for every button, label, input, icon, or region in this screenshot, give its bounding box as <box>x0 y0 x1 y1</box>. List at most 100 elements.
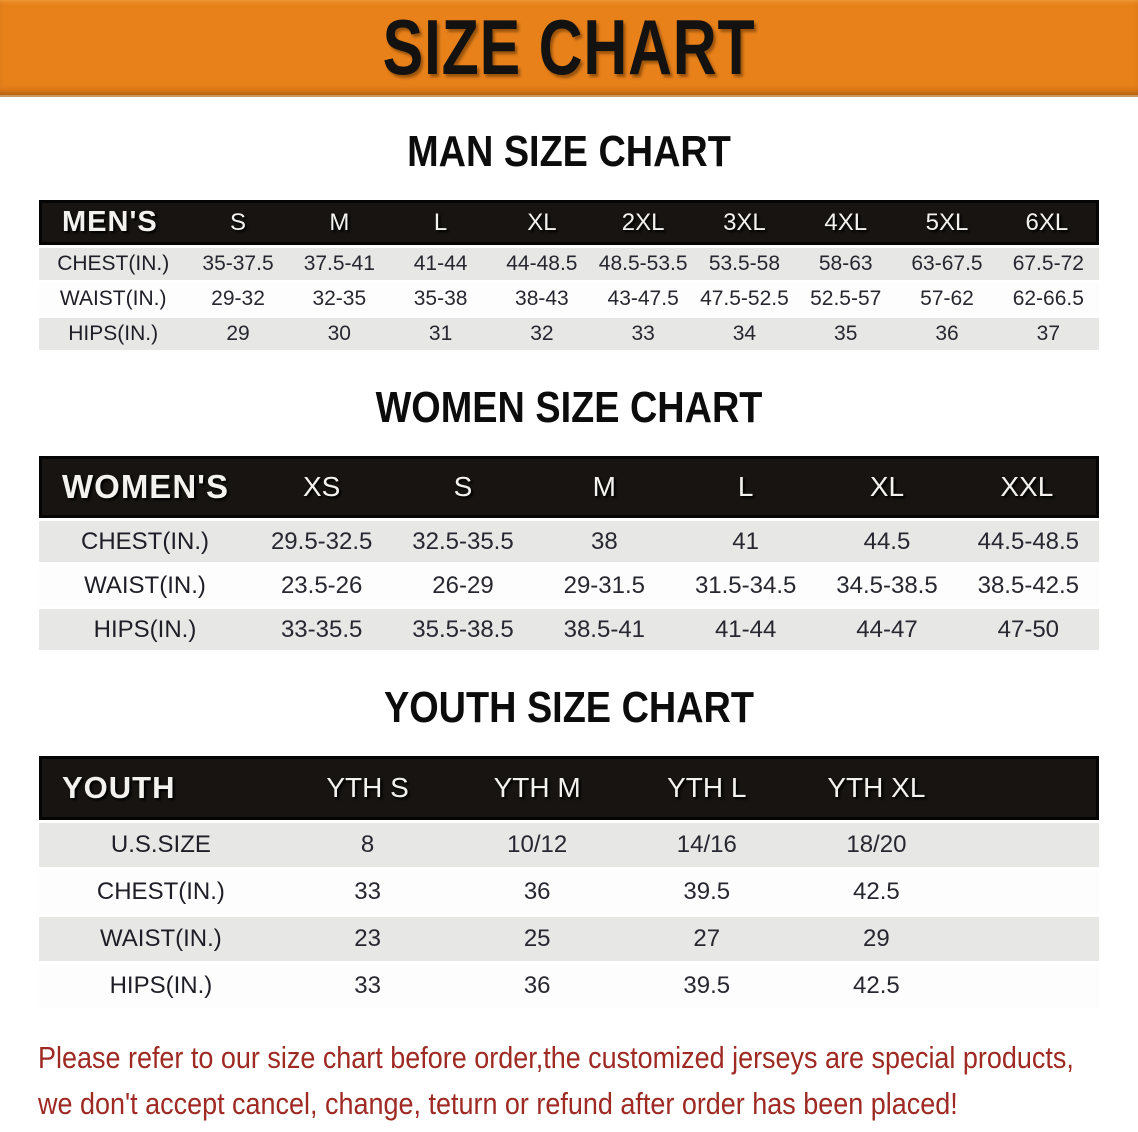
notice-line-1: Please refer to our size chart before or… <box>38 1040 1074 1075</box>
measurement-cell: 52.5-57 <box>795 283 897 315</box>
measurement-cell: 38-43 <box>491 283 593 315</box>
measurement-row: U.S.SIZE 8 10/12 14/16 18/20 <box>39 823 1099 867</box>
measurement-cell: 58-63 <box>795 248 897 280</box>
measurement-cell: 23.5-26 <box>251 565 393 606</box>
measurement-cell: 33 <box>282 870 453 914</box>
size-column-header: S <box>187 200 289 245</box>
empty-cell <box>961 823 1099 867</box>
measurement-row: HIPS(IN.) 29 30 31 32 33 34 35 36 37 <box>39 318 1099 350</box>
measurement-cell: 34.5-38.5 <box>816 565 958 606</box>
measurement-cell: 47-50 <box>957 609 1099 650</box>
youth-size-table: YOUTH YTH S YTH M YTH L YTH XL U.S.SIZE 8 10/12… <box>39 753 1099 1011</box>
size-column-header: L <box>674 456 817 518</box>
measurement-cell: 26-29 <box>392 565 534 606</box>
measurement-cell: 37 <box>997 318 1099 350</box>
measurement-row: HIPS(IN.) 33-35.5 35.5-38.5 38.5-41 41-44 44-… <box>39 609 1099 650</box>
measurement-cell: 33 <box>592 318 694 350</box>
measurement-cell: 34 <box>693 318 796 350</box>
measurement-cell: 57-62 <box>896 283 998 315</box>
empty-cell <box>961 870 1099 914</box>
measurement-cell: 44.5-48.5 <box>957 521 1099 562</box>
measurement-cell: 38.5-41 <box>533 609 675 650</box>
measurement-cell: 38 <box>533 521 675 562</box>
measurement-cell: 36 <box>452 964 622 1008</box>
measurement-cell: 25 <box>452 917 622 961</box>
empty-header-cell <box>961 756 1099 820</box>
measurement-row: CHEST(IN.) 33 36 39.5 42.5 <box>39 870 1099 914</box>
size-column-header: 2XL <box>592 200 694 245</box>
size-column-header: 5XL <box>896 200 998 245</box>
measurement-cell: 29-31.5 <box>533 565 675 606</box>
size-column-header: S <box>392 456 534 518</box>
measurement-row-label: HIPS(IN.) <box>39 964 283 1008</box>
measurement-cell: 41-44 <box>389 248 492 280</box>
size-column-header: M <box>288 200 390 245</box>
measurement-cell: 39.5 <box>621 870 792 914</box>
measurement-cell: 35 <box>795 318 897 350</box>
measurement-cell: 36 <box>896 318 998 350</box>
size-header-row: WOMEN'S XS S M L XL XXL <box>39 456 1099 518</box>
group-label-womens: WOMEN'S <box>39 456 251 518</box>
banner-title: SIZE CHART <box>382 3 756 91</box>
measurement-row-label: WAIST(IN.) <box>39 917 283 961</box>
measurement-cell: 35-38 <box>389 283 492 315</box>
measurement-cell: 41-44 <box>674 609 817 650</box>
group-label-mens: MEN'S <box>39 200 188 245</box>
measurement-row-label: WAIST(IN.) <box>39 565 251 606</box>
measurement-cell: 32-35 <box>288 283 390 315</box>
measurement-row-label: WAIST(IN.) <box>39 283 188 315</box>
mens-size-table: MEN'S S M L XL 2XL 3XL 4XL 5XL 6XL CHEST(IN.) 35-37… <box>39 197 1099 353</box>
measurement-cell: 32.5-35.5 <box>392 521 534 562</box>
measurement-cell: 62-66.5 <box>997 283 1099 315</box>
size-chart-section-womens: WOMEN SIZE CHART WOMEN'S XS S M L XL XXL CHEST(I… <box>0 383 1138 653</box>
measurement-row: WAIST(IN.) 29-32 32-35 35-38 38-43 43-47.5 47.… <box>39 283 1099 315</box>
size-chart-banner: SIZE CHART <box>0 0 1138 97</box>
measurement-cell: 32 <box>491 318 593 350</box>
measurement-cell: 48.5-53.5 <box>592 248 694 280</box>
measurement-cell: 23 <box>282 917 453 961</box>
size-column-header: YTH M <box>452 756 622 820</box>
measurement-row: HIPS(IN.) 33 36 39.5 42.5 <box>39 964 1099 1008</box>
empty-cell <box>961 917 1099 961</box>
measurement-row-label: CHEST(IN.) <box>39 248 188 280</box>
empty-cell <box>961 964 1099 1008</box>
measurement-row-label: HIPS(IN.) <box>39 318 188 350</box>
measurement-cell: 30 <box>288 318 390 350</box>
section-title-womens: WOMEN SIZE CHART <box>375 383 763 432</box>
size-column-header: 6XL <box>997 200 1099 245</box>
size-chart-section-mens: MAN SIZE CHART MEN'S S M L XL 2XL 3XL 4XL 5XL 6XL C… <box>0 127 1138 353</box>
measurement-cell: 42.5 <box>791 870 962 914</box>
group-label-youth: YOUTH <box>39 756 283 820</box>
size-column-header: XS <box>251 456 393 518</box>
size-column-header: YTH S <box>282 756 453 820</box>
measurement-cell: 36 <box>452 870 622 914</box>
measurement-cell: 27 <box>621 917 792 961</box>
measurement-cell: 33 <box>282 964 453 1008</box>
measurement-cell: 47.5-52.5 <box>693 283 796 315</box>
womens-size-table: WOMEN'S XS S M L XL XXL CHEST(IN.) 29.5-32.5 32.5… <box>39 453 1099 653</box>
measurement-cell: 31 <box>389 318 492 350</box>
measurement-cell: 29-32 <box>187 283 289 315</box>
measurement-cell: 29.5-32.5 <box>251 521 393 562</box>
size-column-header: 4XL <box>795 200 897 245</box>
measurement-cell: 53.5-58 <box>693 248 796 280</box>
measurement-cell: 31.5-34.5 <box>674 565 817 606</box>
measurement-row-label: CHEST(IN.) <box>39 870 283 914</box>
size-column-header: L <box>389 200 492 245</box>
size-header-row: MEN'S S M L XL 2XL 3XL 4XL 5XL 6XL <box>39 200 1099 245</box>
measurement-cell: 44-47 <box>816 609 958 650</box>
size-column-header: XXL <box>957 456 1099 518</box>
measurement-row: CHEST(IN.) 29.5-32.5 32.5-35.5 38 41 44.5 44.5… <box>39 521 1099 562</box>
measurement-row-label: CHEST(IN.) <box>39 521 251 562</box>
measurement-row: WAIST(IN.) 23.5-26 26-29 29-31.5 31.5-34.5 34… <box>39 565 1099 606</box>
measurement-cell: 67.5-72 <box>997 248 1099 280</box>
size-chart-section-youth: YOUTH SIZE CHART YOUTH YTH S YTH M YTH L YTH … <box>0 683 1138 1011</box>
section-title-mens: MAN SIZE CHART <box>407 127 731 176</box>
order-notice: Please refer to our size chart before or… <box>38 1035 1138 1127</box>
measurement-cell: 14/16 <box>621 823 792 867</box>
measurement-cell: 35.5-38.5 <box>392 609 534 650</box>
size-column-header: YTH L <box>621 756 792 820</box>
size-column-header: XL <box>491 200 593 245</box>
measurement-cell: 37.5-41 <box>288 248 390 280</box>
